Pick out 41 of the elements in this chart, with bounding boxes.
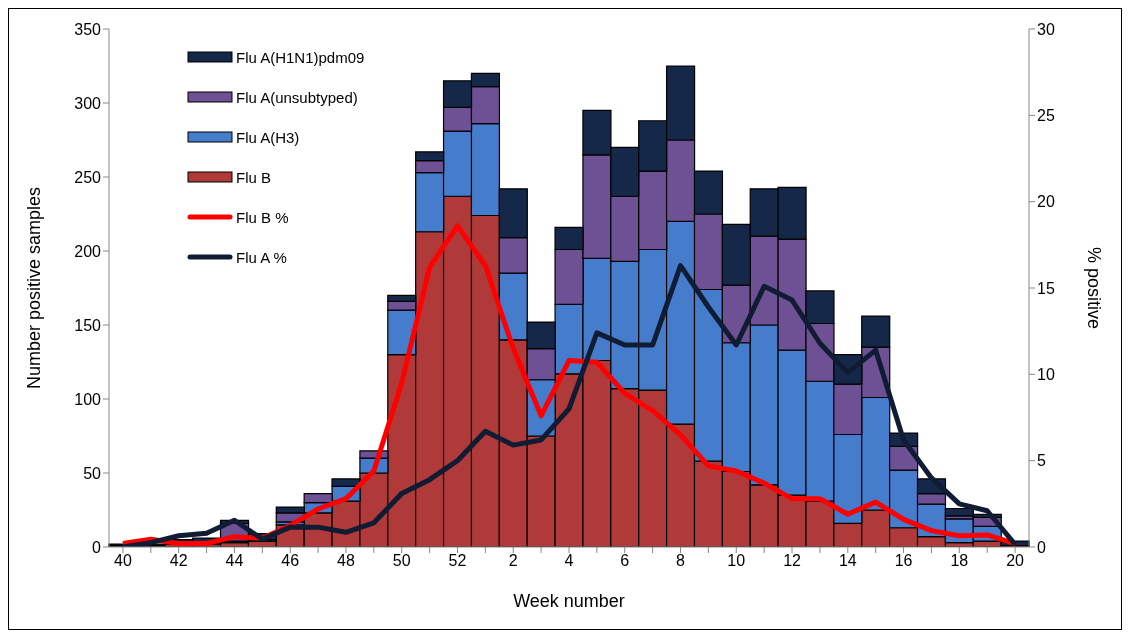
x-tick-label: 8 [676,552,686,570]
y-tick-label: 350 [74,20,102,38]
legend-label: Flu B [236,168,272,186]
y2-axis-title: % positive [1083,246,1104,330]
legend-label: Flu B % [236,208,289,226]
legend-label: Flu A % [236,248,287,266]
y-tick-label: 300 [74,94,102,112]
x-tick-label: 40 [114,552,132,570]
legend-label: Flu A(H1N1)pdm09 [236,48,365,66]
y2-tick-label: 10 [1037,366,1055,384]
x-tick-label: 44 [225,552,244,570]
y-tick-label: 200 [74,242,102,260]
x-tick-label: 50 [392,552,411,570]
y2-tick-label: 15 [1037,279,1055,297]
x-tick-label: 20 [1006,552,1025,570]
x-tick-label: 48 [337,552,355,570]
y-tick-label: 50 [83,464,102,482]
y-axis-title: Number positive samples [24,186,45,390]
x-tick-label: 46 [281,552,300,570]
y-tick-label: 0 [92,538,102,556]
x-tick-label: 12 [783,552,802,570]
y-tick-label: 150 [74,316,102,334]
x-tick-label: 2 [508,552,518,570]
legend-label: Flu A(unsubtyped) [236,88,358,106]
legend-label: Flu A(H3) [236,128,300,146]
x-tick-label: 4 [564,552,574,570]
x-tick-label: 14 [838,552,857,570]
x-tick-label: 52 [448,552,467,570]
y2-tick-label: 30 [1037,20,1055,38]
x-tick-label: 10 [727,552,746,570]
y2-tick-label: 0 [1037,538,1046,556]
y2-tick-label: 5 [1037,452,1046,470]
y2-tick-label: 20 [1037,193,1055,211]
x-tick-label: 16 [894,552,913,570]
x-axis-title: Week number [513,591,625,611]
x-tick-label: 6 [620,552,630,570]
y2-tick-label: 25 [1037,107,1055,125]
x-tick-label: 18 [950,552,969,570]
y-tick-label: 100 [74,390,102,408]
y-tick-label: 250 [74,168,102,186]
x-tick-label: 42 [169,552,188,570]
